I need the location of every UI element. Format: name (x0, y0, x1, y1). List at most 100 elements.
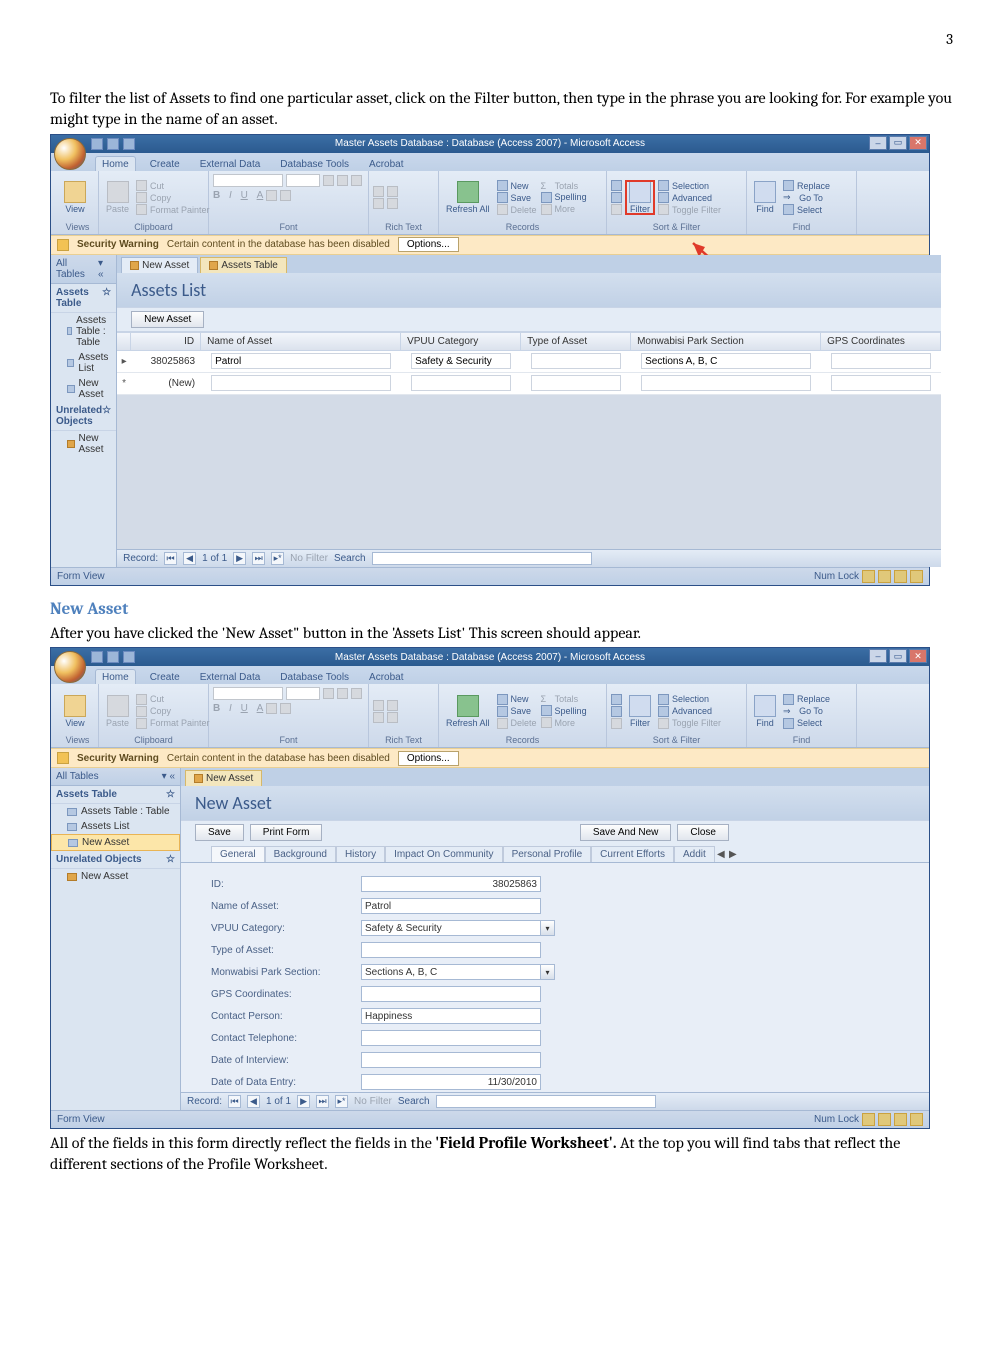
field-input[interactable]: Happiness (361, 1008, 541, 1024)
field-input[interactable]: Patrol (361, 898, 541, 914)
close-form-button[interactable]: Close (677, 824, 729, 841)
ribbon-tab-home[interactable]: Home (95, 669, 136, 684)
nav-item-assets-table[interactable]: Assets Table : Table (51, 313, 116, 350)
find-button[interactable]: Find (751, 695, 779, 728)
ribbon-tab-create[interactable]: Create (144, 670, 186, 684)
search-input[interactable] (372, 552, 592, 565)
form-tab-efforts[interactable]: Current Efforts (591, 846, 674, 862)
field-input[interactable]: Safety & Security (361, 920, 541, 936)
save-button[interactable]: Save (195, 824, 244, 841)
field-input[interactable]: Sections A, B, C (361, 964, 541, 980)
nav-item-assets-list[interactable]: Assets List (51, 819, 180, 834)
qat-save-icon[interactable] (91, 138, 103, 150)
field-input[interactable] (361, 986, 541, 1002)
view-form-icon[interactable] (862, 1113, 875, 1126)
nav-header[interactable]: All Tables▾ « (51, 255, 116, 284)
next-record-button[interactable]: ▶ (297, 1095, 310, 1108)
col-type[interactable]: Type of Asset (521, 333, 631, 350)
form-tab-history[interactable]: History (336, 846, 385, 862)
grid-row-new[interactable]: * (New) (117, 373, 941, 395)
form-tab-background[interactable]: Background (265, 846, 336, 862)
ribbon-tab-external[interactable]: External Data (194, 670, 267, 684)
first-record-button[interactable]: ⏮ (164, 552, 177, 565)
col-gps[interactable]: GPS Coordinates (821, 333, 941, 350)
ribbon-tab-create[interactable]: Create (144, 157, 186, 171)
find-button[interactable]: Find (751, 181, 779, 214)
doc-tab-assets-table[interactable]: Assets Table (200, 257, 287, 273)
cell-gps-input[interactable] (831, 353, 931, 369)
filter-button[interactable]: Filter (626, 695, 654, 728)
qat-undo-icon[interactable] (107, 651, 119, 663)
nav-item-assets-list[interactable]: Assets List (51, 350, 116, 376)
cell-gps-input[interactable] (831, 375, 931, 391)
minimize-button[interactable]: – (869, 136, 887, 150)
nav-category-unrelated[interactable]: Unrelated Objects☆ (51, 851, 180, 869)
nav-item-new-asset[interactable]: New Asset (51, 376, 116, 402)
maximize-button[interactable]: ▭ (889, 136, 907, 150)
new-record-button[interactable]: ▸* (335, 1095, 348, 1108)
office-button[interactable] (54, 138, 86, 170)
ribbon-tab-dbtools[interactable]: Database Tools (274, 157, 355, 171)
tabs-scroll-right[interactable]: ▶ (727, 846, 739, 862)
tabs-scroll-left[interactable]: ◀ (715, 846, 727, 862)
cell-type-input[interactable] (531, 353, 621, 369)
qat-redo-icon[interactable] (123, 138, 135, 150)
refresh-all-button[interactable]: Refresh All (443, 181, 493, 214)
refresh-all-button[interactable]: Refresh All (443, 695, 493, 728)
ribbon-tab-acrobat[interactable]: Acrobat (363, 670, 409, 684)
qat-save-icon[interactable] (91, 651, 103, 663)
ribbon-tab-home[interactable]: Home (95, 156, 136, 171)
view-form-icon[interactable] (862, 570, 875, 583)
first-record-button[interactable]: ⏮ (228, 1095, 241, 1108)
ribbon-tab-external[interactable]: External Data (194, 157, 267, 171)
field-input[interactable]: 38025863 (361, 876, 541, 892)
doc-tab-new-asset[interactable]: New Asset (185, 770, 262, 786)
maximize-button[interactable]: ▭ (889, 649, 907, 663)
doc-tab-new-asset[interactable]: New Asset (121, 257, 198, 273)
field-input[interactable] (361, 1052, 541, 1068)
new-asset-button[interactable]: New Asset (131, 311, 204, 328)
ribbon-tab-acrobat[interactable]: Acrobat (363, 157, 409, 171)
print-form-button[interactable]: Print Form (250, 824, 323, 841)
view-button[interactable]: View (61, 181, 89, 214)
filter-button[interactable]: Filter (626, 181, 654, 214)
nav-header[interactable]: All Tables▾ « (51, 768, 180, 786)
view-design-icon[interactable] (910, 1113, 923, 1126)
col-vpuu[interactable]: VPUU Category (401, 333, 521, 350)
nav-category-unrelated[interactable]: Unrelated Objects☆ (51, 402, 116, 431)
cell-name-input[interactable] (211, 353, 391, 369)
nav-item-new-asset-2[interactable]: New Asset (51, 869, 180, 884)
grid-row[interactable]: ▸ 38025863 (117, 351, 941, 373)
cell-section-input[interactable] (641, 353, 811, 369)
close-button[interactable]: ✕ (909, 649, 927, 663)
new-record-button[interactable]: ▸* (271, 552, 284, 565)
cell-name-input[interactable] (211, 375, 391, 391)
next-record-button[interactable]: ▶ (233, 552, 246, 565)
form-tab-additional[interactable]: Addit (674, 846, 715, 862)
qat-redo-icon[interactable] (123, 651, 135, 663)
nav-category-assets[interactable]: Assets Table☆ (51, 786, 180, 804)
dropdown-button[interactable]: ▾ (541, 964, 555, 980)
field-input[interactable] (361, 1030, 541, 1046)
form-tab-impact[interactable]: Impact On Community (385, 846, 502, 862)
view-button[interactable]: View (61, 695, 89, 728)
nav-item-new-asset-2[interactable]: New Asset (51, 431, 116, 457)
view-datasheet-icon[interactable] (878, 1113, 891, 1126)
nav-item-assets-table[interactable]: Assets Table : Table (51, 804, 180, 819)
field-input[interactable] (361, 942, 541, 958)
nav-item-new-asset[interactable]: New Asset (51, 834, 180, 851)
col-name[interactable]: Name of Asset (201, 333, 401, 350)
view-layout-icon[interactable] (894, 570, 907, 583)
cell-vpuu-input[interactable] (411, 353, 511, 369)
field-input[interactable]: 11/30/2010 (361, 1074, 541, 1090)
last-record-button[interactable]: ⏭ (316, 1095, 329, 1108)
cell-id[interactable]: 38025863 (131, 350, 201, 372)
col-section[interactable]: Monwabisi Park Section (631, 333, 821, 350)
cell-section-input[interactable] (641, 375, 811, 391)
nav-category-assets[interactable]: Assets Table☆ (51, 284, 116, 313)
options-button[interactable]: Options... (398, 237, 459, 252)
form-tab-personal[interactable]: Personal Profile (503, 846, 592, 862)
col-id[interactable]: ID (131, 333, 201, 350)
dropdown-button[interactable]: ▾ (541, 920, 555, 936)
view-design-icon[interactable] (910, 570, 923, 583)
